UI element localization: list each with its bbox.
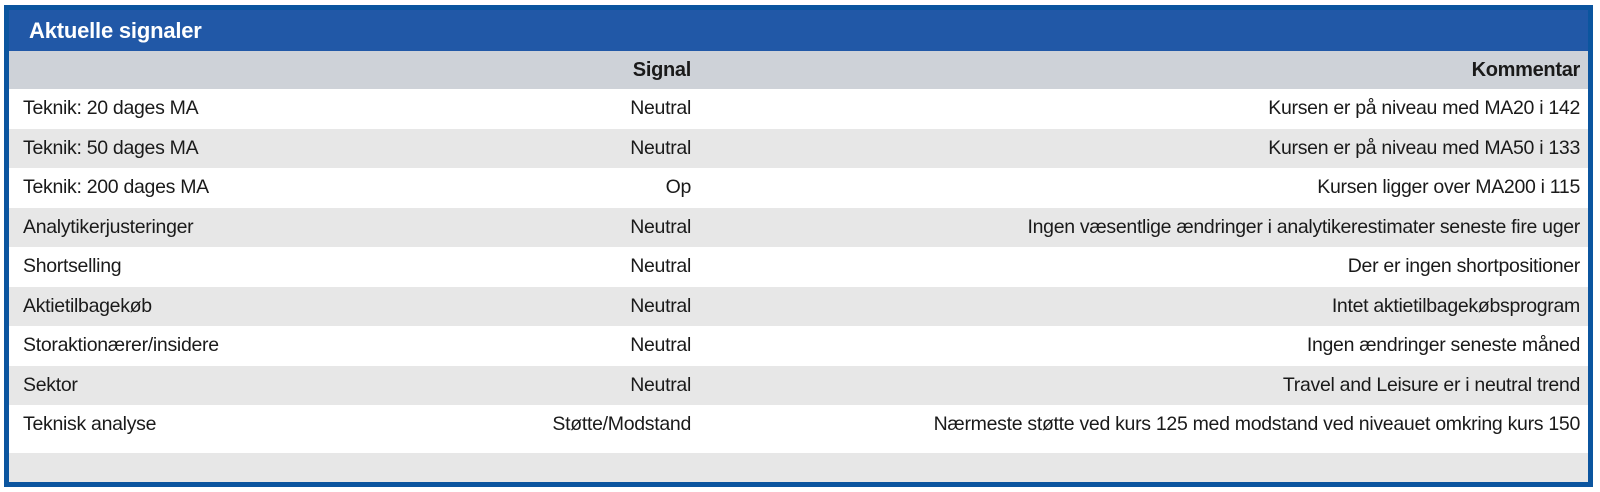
row-label: Teknik: 200 dages MA xyxy=(23,176,209,199)
row-label: Teknik: 20 dages MA xyxy=(23,97,199,120)
panel-title-bar: Aktuelle signaler xyxy=(9,10,1588,51)
table-row: Analytikerjusteringer Neutral Ingen væse… xyxy=(9,207,1588,247)
row-comment: Intet aktietilbagekøbsprogram xyxy=(1331,294,1580,317)
table-row: Teknisk analyse Støtte/Modstand Nærmeste… xyxy=(9,405,1588,445)
row-comment: Kursen er på niveau med MA20 i 142 xyxy=(1268,97,1580,120)
row-signal: Neutral xyxy=(630,136,691,159)
row-label: Shortselling xyxy=(23,255,122,278)
panel-title: Aktuelle signaler xyxy=(29,17,202,43)
table-row: Teknik: 50 dages MA Neutral Kursen er på… xyxy=(9,128,1588,168)
row-signal: Neutral xyxy=(630,373,691,396)
table-row: Aktietilbagekøb Neutral Intet aktietilba… xyxy=(9,286,1588,326)
row-comment: Kursen ligger over MA200 i 115 xyxy=(1317,176,1580,199)
table-body: Teknik: 20 dages MA Neutral Kursen er på… xyxy=(9,89,1588,445)
row-comment: Kursen er på niveau med MA50 i 133 xyxy=(1268,136,1580,159)
table-row: Teknik: 20 dages MA Neutral Kursen er på… xyxy=(9,89,1588,129)
row-comment: Nærmeste støtte ved kurs 125 med modstan… xyxy=(933,413,1581,436)
footer-strip xyxy=(9,453,1588,482)
table-header-row: Signal Kommentar xyxy=(9,51,1588,89)
row-label: Aktietilbagekøb xyxy=(23,294,152,317)
row-comment: Travel and Leisure er i neutral trend xyxy=(1282,373,1580,396)
row-comment: Ingen væsentlige ændringer i analytikere… xyxy=(1027,215,1581,238)
row-signal: Op xyxy=(665,176,691,199)
signals-table: Signal Kommentar Teknik: 20 dages MA Neu… xyxy=(9,51,1588,445)
table-row: Storaktionærer/insidere Neutral Ingen æn… xyxy=(9,326,1588,366)
row-comment: Ingen ændringer seneste måned xyxy=(1306,334,1580,357)
table-head: Signal Kommentar xyxy=(9,51,1588,89)
row-signal: Neutral xyxy=(630,334,691,357)
table-row: Sektor Neutral Travel and Leisure er i n… xyxy=(9,365,1588,405)
row-signal: Neutral xyxy=(630,255,691,278)
row-signal: Neutral xyxy=(630,97,691,120)
row-label: Analytikerjusteringer xyxy=(23,215,194,238)
row-signal: Neutral xyxy=(630,294,691,317)
column-header-comment: Kommentar xyxy=(1471,58,1581,81)
signals-panel: Aktuelle signaler Signal Kommentar Tekni… xyxy=(4,5,1593,487)
column-header-label xyxy=(9,51,443,89)
row-label: Sektor xyxy=(23,373,78,396)
row-label: Storaktionærer/insidere xyxy=(23,334,219,357)
row-label: Teknik: 50 dages MA xyxy=(23,136,199,159)
spacer xyxy=(9,444,1588,453)
table-row: Shortselling Neutral Der er ingen shortp… xyxy=(9,247,1588,287)
row-signal: Støtte/Modstand xyxy=(552,413,691,436)
row-label: Teknisk analyse xyxy=(23,413,157,436)
column-header-signal: Signal xyxy=(632,58,691,81)
row-comment: Der er ingen shortpositioner xyxy=(1347,255,1581,278)
table-row: Teknik: 200 dages MA Op Kursen ligger ov… xyxy=(9,168,1588,208)
row-signal: Neutral xyxy=(630,215,691,238)
